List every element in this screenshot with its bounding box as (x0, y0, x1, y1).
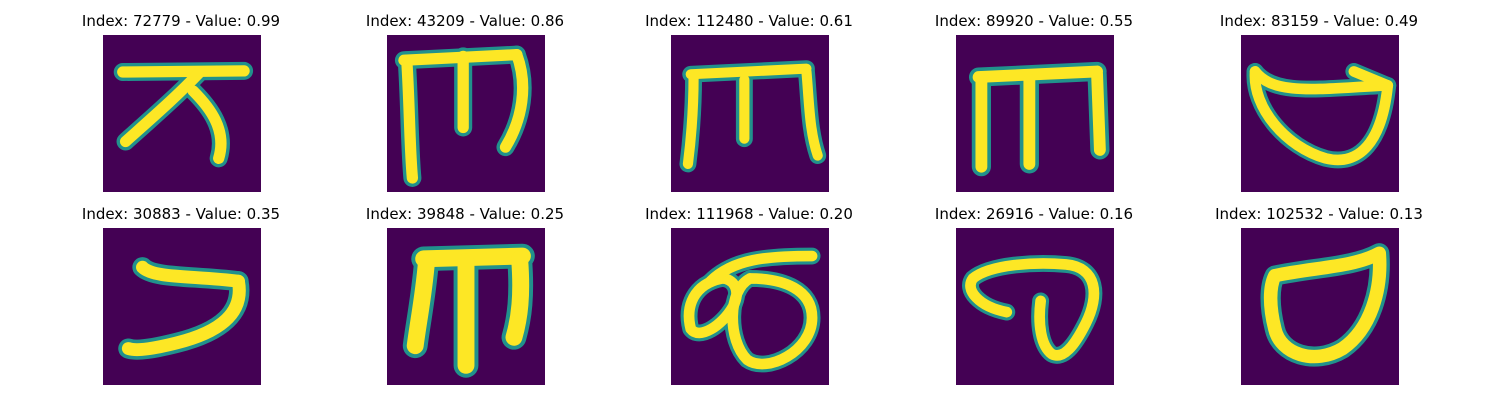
character-image (387, 228, 545, 385)
character-glyph (387, 228, 545, 385)
character-glyph (1241, 35, 1399, 192)
panel-title: Index: 83159 - Value: 0.49 (1219, 12, 1419, 30)
character-glyph (1241, 228, 1399, 385)
panel-title: Index: 26916 - Value: 0.16 (934, 205, 1134, 223)
panel-2: Index: 43209 - Value: 0.86 (315, 0, 615, 192)
character-image (671, 35, 829, 192)
panel-title: Index: 72779 - Value: 0.99 (81, 12, 281, 30)
character-image (956, 35, 1114, 192)
panel-4: Index: 89920 - Value: 0.55 (884, 0, 1184, 192)
panel-title: Index: 89920 - Value: 0.55 (934, 12, 1134, 30)
character-image (387, 35, 545, 192)
character-image (103, 35, 261, 192)
character-glyph (956, 35, 1114, 192)
character-glyph (956, 228, 1114, 385)
character-glyph (387, 35, 545, 192)
panel-3: Index: 112480 - Value: 0.61 (599, 0, 899, 192)
character-glyph (103, 35, 261, 192)
panel-title: Index: 102532 - Value: 0.13 (1215, 205, 1423, 223)
character-glyph (671, 228, 829, 385)
panel-10: Index: 102532 - Value: 0.13 (1169, 193, 1469, 385)
panel-9: Index: 26916 - Value: 0.16 (884, 193, 1184, 385)
character-image (1241, 35, 1399, 192)
panel-6: Index: 30883 - Value: 0.35 (31, 193, 331, 385)
character-image (1241, 228, 1399, 385)
panel-7: Index: 39848 - Value: 0.25 (315, 193, 615, 385)
character-image (671, 228, 829, 385)
panel-1: Index: 72779 - Value: 0.99 (31, 0, 331, 192)
panel-title: Index: 39848 - Value: 0.25 (365, 205, 565, 223)
panel-title: Index: 111968 - Value: 0.20 (645, 205, 853, 223)
character-glyph (103, 228, 261, 385)
panel-5: Index: 83159 - Value: 0.49 (1169, 0, 1469, 192)
panel-8: Index: 111968 - Value: 0.20 (599, 193, 899, 385)
panel-title: Index: 30883 - Value: 0.35 (81, 205, 281, 223)
panel-title: Index: 43209 - Value: 0.86 (365, 12, 565, 30)
panel-title: Index: 112480 - Value: 0.61 (645, 12, 853, 30)
character-glyph (671, 35, 829, 192)
character-image (956, 228, 1114, 385)
character-image (103, 228, 261, 385)
